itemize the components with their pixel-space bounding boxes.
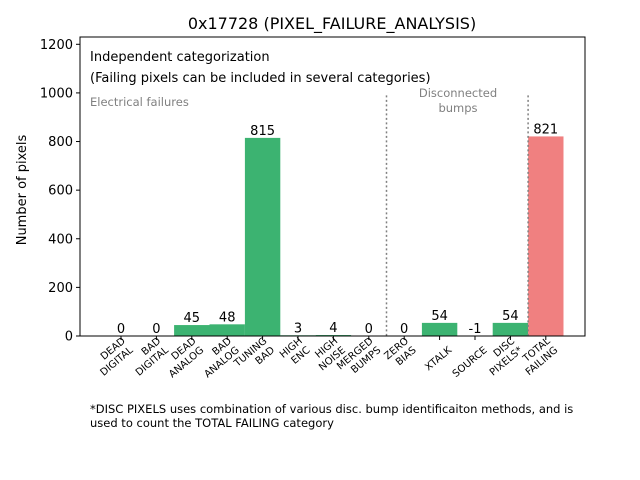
- bar-9: [421, 322, 458, 336]
- value-label-3: 48: [219, 310, 236, 325]
- bar-4: [244, 137, 281, 336]
- footnote-line-2: used to count the TOTAL FAILING category: [90, 416, 334, 430]
- y-tick-label-1: 200: [48, 281, 73, 296]
- y-axis-label: Number of pixels: [15, 134, 30, 245]
- value-label-11: 54: [502, 309, 519, 324]
- section-label-disconnected-1: Disconnected: [419, 86, 497, 100]
- svg-text:XTALK: XTALK: [423, 345, 454, 374]
- value-label-6: 4: [329, 321, 337, 336]
- y-tick-label-3: 600: [48, 184, 73, 199]
- value-label-5: 3: [294, 321, 302, 336]
- y-tick-label-5: 1000: [40, 86, 73, 101]
- bar-11: [492, 322, 529, 336]
- bar-3: [209, 324, 245, 336]
- y-tick-label-0: 0: [65, 330, 73, 345]
- y-tick-label-2: 400: [48, 232, 73, 247]
- section-label-disconnected-2: bumps: [438, 101, 477, 115]
- svg-text:SOURCE: SOURCE: [451, 345, 490, 380]
- footnote: *DISC PIXELS uses combination of various…: [90, 402, 630, 430]
- y-tick-label-6: 1200: [40, 38, 73, 53]
- value-label-1: 0: [152, 322, 160, 337]
- value-label-0: 0: [117, 322, 125, 337]
- x-tick-label-10: SOURCE: [451, 345, 490, 380]
- footnote-line-1: *DISC PIXELS uses combination of various…: [90, 402, 574, 416]
- value-label-2: 45: [184, 311, 201, 326]
- value-label-10: -1: [469, 322, 482, 337]
- chart-title: 0x17728 (PIXEL_FAILURE_ANALYSIS): [188, 14, 476, 34]
- value-label-12: 821: [533, 122, 558, 137]
- x-tick-label-9: XTALK: [423, 345, 454, 374]
- section-label-electrical: Electrical failures: [90, 95, 189, 109]
- info-line-1: Independent categorization: [90, 50, 270, 65]
- bar-12: [528, 136, 564, 336]
- info-line-2: (Failing pixels can be included in sever…: [90, 71, 431, 86]
- y-tick-label-4: 800: [48, 135, 73, 150]
- value-label-8: 0: [400, 322, 408, 337]
- plot-frame: [79, 36, 586, 337]
- bar-2: [174, 325, 210, 336]
- value-label-7: 0: [365, 322, 373, 337]
- value-label-9: 54: [431, 309, 448, 324]
- value-label-4: 815: [250, 124, 275, 139]
